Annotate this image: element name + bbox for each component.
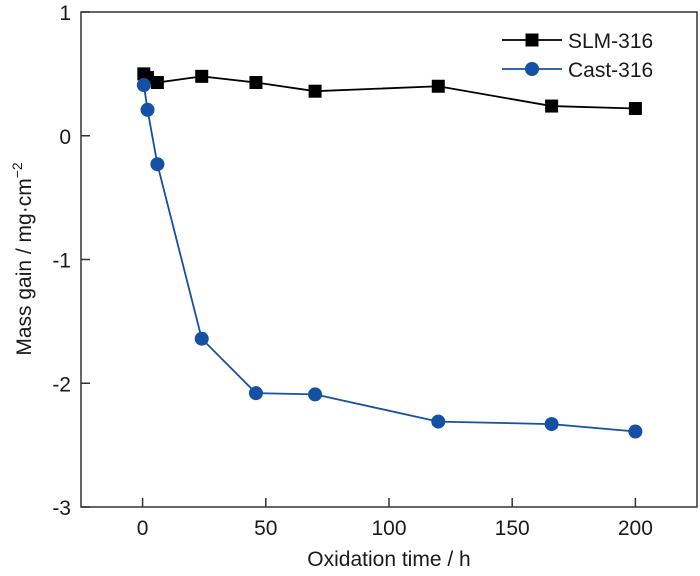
x-tick-label: 100 <box>371 517 406 540</box>
data-point-slm-316 <box>545 99 559 113</box>
data-point-cast-316 <box>140 102 155 117</box>
legend-marker <box>525 62 539 76</box>
y-tick-label: 0 <box>59 126 71 149</box>
y-axis-title-main: Mass gain / mg·cm <box>13 178 36 355</box>
x-tick-label: 200 <box>618 517 653 540</box>
data-point-slm-316 <box>249 76 263 90</box>
plot-frame <box>80 11 698 508</box>
data-point-cast-316 <box>544 417 559 432</box>
y-axis: -3 -2 -1 0 1 <box>52 2 90 520</box>
x-tick-label: 50 <box>254 517 277 540</box>
data-point-cast-316 <box>431 414 446 429</box>
y-axis-title-superscript: −2 <box>9 162 25 178</box>
data-point-slm-316 <box>150 76 164 90</box>
data-point-cast-316 <box>628 424 643 439</box>
x-tick-label: 150 <box>495 517 530 540</box>
y-tick-label: -2 <box>52 373 71 396</box>
data-point-cast-316 <box>136 78 151 93</box>
data-point-slm-316 <box>431 79 445 93</box>
y-tick-label: -3 <box>52 497 71 520</box>
x-axis: 0 50 100 150 200 <box>137 498 653 540</box>
series-line-slm-316 <box>143 73 636 110</box>
data-point-slm-316 <box>628 102 642 116</box>
legend-label: Cast-316 <box>568 59 653 82</box>
legend-marker <box>525 33 539 47</box>
series-slm-316 <box>137 67 642 116</box>
data-point-cast-316 <box>248 386 263 401</box>
data-point-cast-316 <box>194 331 209 346</box>
series-line-cast-316 <box>142 84 636 433</box>
series-layer <box>136 67 643 439</box>
legend-label: SLM-316 <box>568 30 653 53</box>
y-tick-label: 1 <box>59 2 71 25</box>
series-cast-316 <box>136 78 643 439</box>
legend-item-slm-316: SLM-316 <box>502 30 653 53</box>
x-tick-label: 0 <box>137 517 149 540</box>
legend-item-cast-316: Cast-316 <box>502 59 653 82</box>
data-point-slm-316 <box>195 69 209 83</box>
y-tick-label: -1 <box>52 250 71 273</box>
y-axis-title: Mass gain / mg·cm−2 <box>9 162 36 356</box>
data-point-cast-316 <box>308 387 323 402</box>
x-axis-title: Oxidation time / h <box>307 548 470 571</box>
legend: SLM-316 Cast-316 <box>502 30 653 82</box>
data-point-slm-316 <box>308 84 322 98</box>
data-point-cast-316 <box>150 157 165 172</box>
